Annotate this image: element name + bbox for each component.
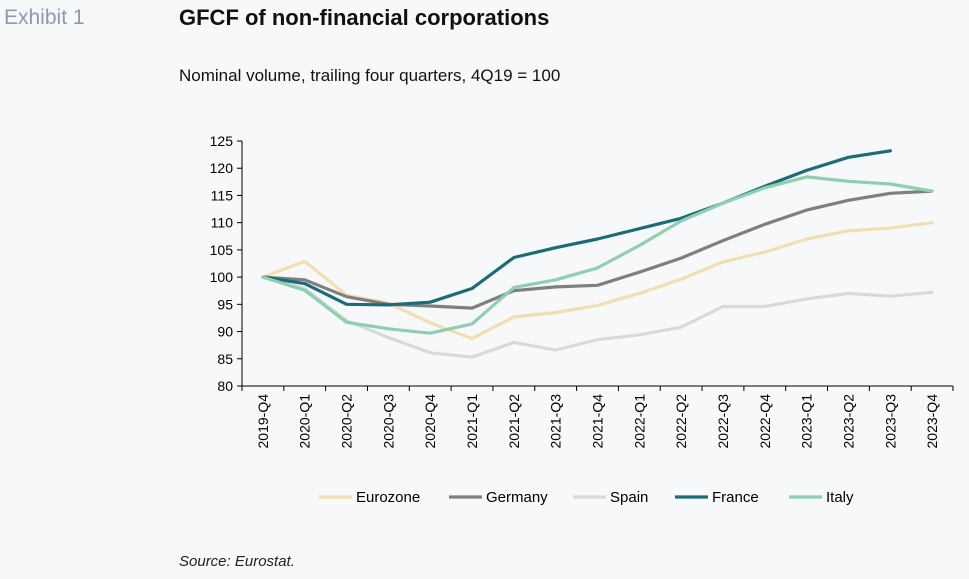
source-note: Source: Eurostat.: [179, 553, 295, 570]
series-line-spain: [261, 275, 934, 359]
exhibit-label: Exhibit 1: [4, 6, 85, 29]
y-tick-label: 125: [210, 133, 234, 149]
series-line-italy: [261, 175, 934, 335]
x-tick-label: 2023-Q1: [799, 394, 815, 449]
y-tick-label: 110: [211, 215, 234, 231]
legend-label-spain: Spain: [610, 489, 648, 506]
x-tick-label: 2021-Q1: [464, 394, 480, 449]
x-tick-label: 2022-Q1: [631, 394, 647, 449]
y-tick-label: 85: [217, 351, 233, 367]
series-layer: [261, 149, 934, 359]
y-tick-label: 80: [217, 378, 233, 394]
x-tick-label: 2023-Q4: [924, 394, 940, 449]
series-line-germany: [261, 189, 934, 310]
x-tick-label: 2020-Q3: [380, 394, 396, 449]
x-tick-label: 2023-Q3: [882, 394, 898, 449]
x-tick-label: 2022-Q3: [715, 394, 731, 449]
y-tick-label: 90: [217, 324, 233, 340]
x-tick-label: 2021-Q3: [548, 394, 564, 449]
x-tick-label: 2022-Q2: [673, 394, 689, 449]
legend-label-germany: Germany: [486, 489, 548, 506]
x-tick-label: 2021-Q2: [506, 394, 522, 449]
x-tick-label: 2019-Q4: [255, 394, 271, 449]
x-tick-label: 2022-Q4: [757, 394, 773, 449]
legend-label-france: France: [712, 489, 759, 506]
y-tick-label: 100: [210, 269, 234, 285]
y-tick-label: 115: [211, 187, 234, 203]
series-line-france: [261, 149, 892, 307]
axes: 80 85 90 95 100 105 110 115 120 125 2019-Q4 2020-Q1…: [210, 133, 954, 449]
legend-label-eurozone: Eurozone: [356, 489, 420, 506]
chart-subtitle: Nominal volume, trailing four quarters, …: [179, 66, 561, 85]
x-tick-label: 2021-Q4: [590, 394, 606, 449]
x-tick-label: 2023-Q2: [840, 394, 856, 449]
chart-title: GFCF of non-financial corporations: [179, 5, 550, 30]
y-tick-label: 95: [217, 296, 233, 312]
x-tick-label: 2020-Q2: [339, 394, 355, 449]
x-tick-label: 2020-Q1: [297, 394, 313, 449]
y-tick-label: 105: [210, 242, 234, 258]
legend-label-italy: Italy: [826, 489, 854, 506]
x-tick-label: 2020-Q4: [422, 394, 438, 449]
y-tick-label: 120: [210, 160, 234, 176]
legend: Eurozone Germany Spain France Italy: [319, 489, 854, 506]
